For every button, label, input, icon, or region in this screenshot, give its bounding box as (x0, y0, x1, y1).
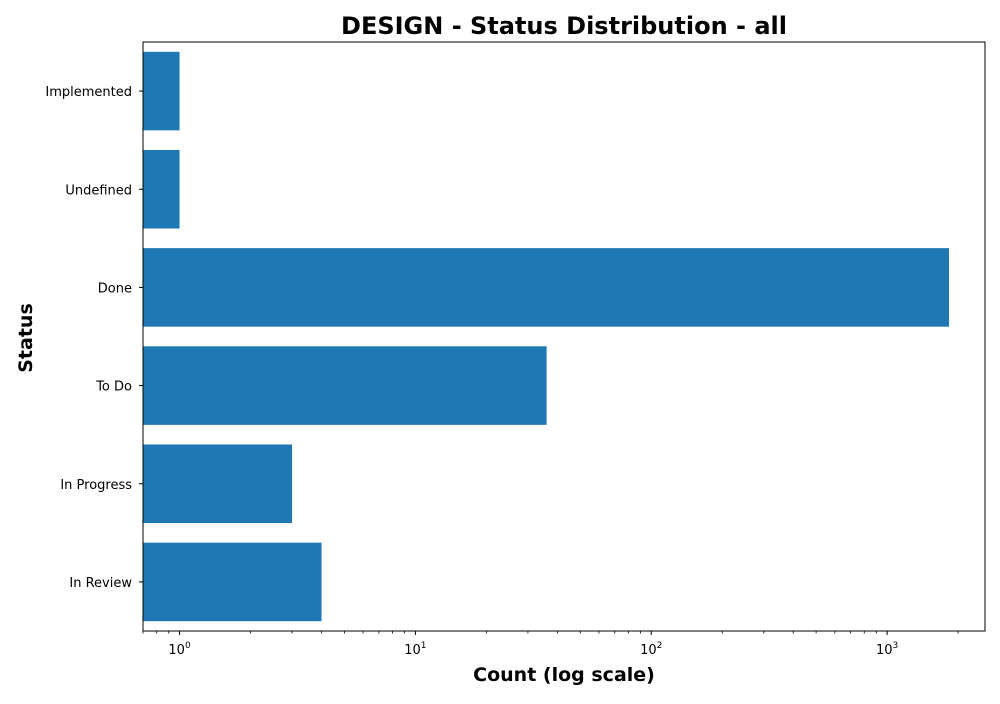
bar-done (143, 248, 950, 327)
y-tick-label-to-do: To Do (95, 380, 132, 395)
bars-layer (143, 51, 950, 622)
x-tick-base: 10 (640, 643, 657, 658)
x-tick-exponent: 2 (657, 641, 663, 651)
x-tick-exponent: 1 (421, 641, 427, 651)
x-tick-label: 102 (640, 641, 662, 658)
y-tick-label-in-progress: In Progress (60, 478, 132, 493)
y-tick-label-in-review: In Review (69, 576, 132, 591)
y-axis: Implemented Undefined Done To Do In Progress… (45, 85, 143, 591)
x-tick-base: 10 (876, 643, 893, 658)
x-tick-base: 10 (168, 643, 185, 658)
y-tick-label-undefined: Undefined (65, 183, 132, 198)
y-tick-label-implemented: Implemented (45, 85, 132, 100)
x-tick-label: 103 (876, 641, 898, 658)
bar-in-progress (143, 444, 293, 524)
plot-frame (142, 41, 986, 632)
y-axis-label: Status (15, 303, 37, 373)
x-tick-label: 100 (168, 641, 191, 658)
bar-to-do (143, 346, 547, 425)
bar-in-review (143, 542, 322, 622)
x-tick-exponent: 3 (893, 641, 899, 651)
x-axis-label: Count (log scale) (473, 664, 655, 686)
bar-undefined (143, 149, 180, 229)
y-tick-label-done: Done (98, 281, 132, 296)
x-axis: 100 101 102 103 (142, 631, 959, 658)
x-tick-base: 10 (404, 643, 421, 658)
chart-title: DESIGN - Status Distribution - all (341, 12, 787, 40)
x-tick-label: 101 (404, 641, 426, 658)
x-tick-exponent: 0 (185, 641, 191, 651)
bar-implemented (143, 51, 180, 131)
